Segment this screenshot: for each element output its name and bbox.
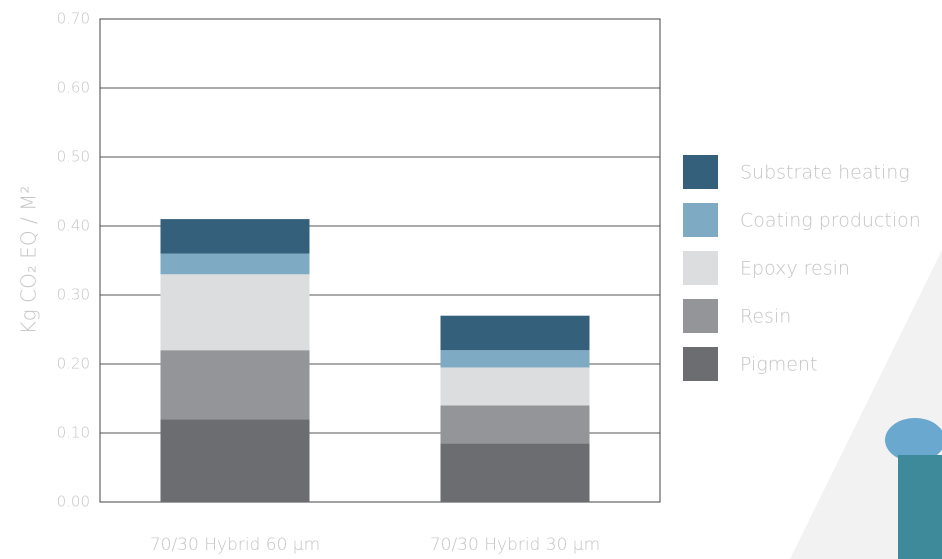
legend-swatch	[683, 299, 718, 333]
bar-segment	[440, 405, 590, 444]
y-tick-label: 0.70	[57, 10, 90, 28]
y-tick-label: 0.60	[57, 79, 90, 97]
bar-segment	[160, 419, 310, 502]
bar-segment	[440, 350, 590, 368]
legend-swatch	[683, 155, 718, 189]
bar-segment	[440, 315, 590, 351]
legend-label: Epoxy resin	[740, 258, 850, 280]
legend-label: Resin	[740, 306, 791, 328]
x-tick-label: 70/30 Hybrid 60 µm	[150, 535, 320, 555]
y-tick-label: 0.50	[57, 148, 90, 166]
legend-label: Pigment	[740, 354, 817, 376]
y-tick-label: 0.40	[57, 217, 90, 235]
y-tick-label: 0.20	[57, 355, 90, 373]
decoration	[885, 418, 942, 462]
bar-segment	[160, 350, 310, 420]
legend-label: Coating production	[740, 210, 921, 232]
bar-segment	[160, 253, 310, 275]
y-tick-label: 0.00	[57, 493, 90, 511]
bar-segment	[440, 443, 590, 502]
y-tick-label: 0.10	[57, 424, 90, 442]
legend-swatch	[683, 203, 718, 237]
y-axis-label: Kg CO₂ EQ / M²	[17, 186, 41, 335]
legend-swatch	[683, 347, 718, 381]
legend-label: Substrate heating	[740, 162, 910, 184]
legend-swatch	[683, 251, 718, 285]
bar-segment	[440, 367, 590, 406]
x-tick-label: 70/30 Hybrid 30 µm	[430, 535, 600, 555]
bar-segment	[160, 274, 310, 351]
bar-segment	[160, 219, 310, 254]
plot-border	[99, 18, 661, 503]
decoration	[898, 455, 942, 559]
y-tick-label: 0.30	[57, 286, 90, 304]
decoration	[790, 0, 942, 559]
